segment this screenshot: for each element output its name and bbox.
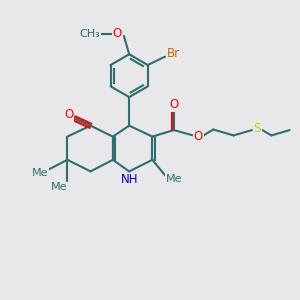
Text: NH: NH [120,173,138,186]
Text: O: O [64,108,74,121]
Text: Me: Me [32,168,49,178]
Text: CH₃: CH₃ [79,29,100,39]
Text: S: S [254,122,261,135]
Text: Br: Br [167,47,180,60]
Text: O: O [113,27,122,40]
Text: O: O [194,130,203,143]
Text: Me: Me [166,173,182,184]
Text: O: O [169,98,178,111]
Text: Me: Me [51,182,67,192]
